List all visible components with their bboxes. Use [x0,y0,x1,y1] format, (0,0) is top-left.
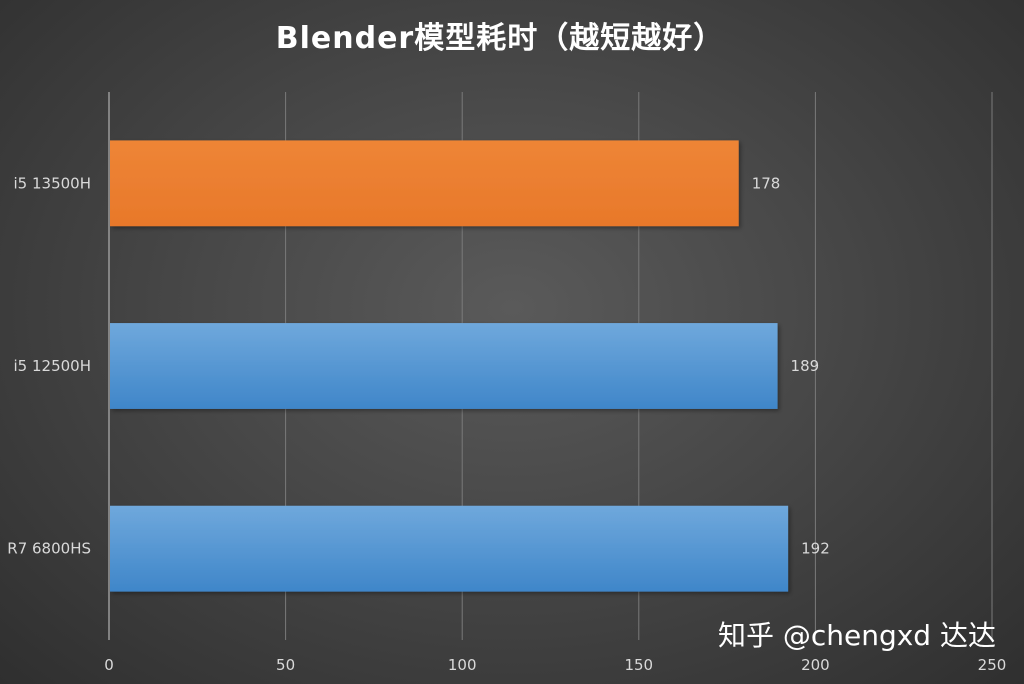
x-tick-label-200: 200 [801,656,830,674]
bars [110,140,789,592]
chart-title: Blender模型耗时（越短越好） [276,21,724,56]
value-label-i5-12500h: 189 [791,357,820,375]
x-tick-label-100: 100 [448,656,477,674]
x-tick-label-150: 150 [624,656,653,674]
bar-i5-12500h [110,323,778,409]
value-label-i5-13500h: 178 [752,174,781,192]
x-tick-label-50: 50 [276,656,295,674]
bar-i5-13500h [110,140,739,227]
category-label-i5-13500h: i5 13500H [14,174,91,192]
watermark: 知乎 @chengxd 达达 [718,619,996,652]
bar-r7-6800hs [110,505,789,592]
x-tick-label-0: 0 [104,656,114,674]
category-label-r7-6800hs: R7 6800HS [7,540,91,558]
value-label-r7-6800hs: 192 [801,540,830,558]
x-tick-label-250: 250 [978,656,1007,674]
labels: 0 50 100 150 200 250 i5 13500H 178 i5 12500H 189 R… [7,174,1006,674]
category-label-i5-12500h: i5 12500H [14,357,91,375]
